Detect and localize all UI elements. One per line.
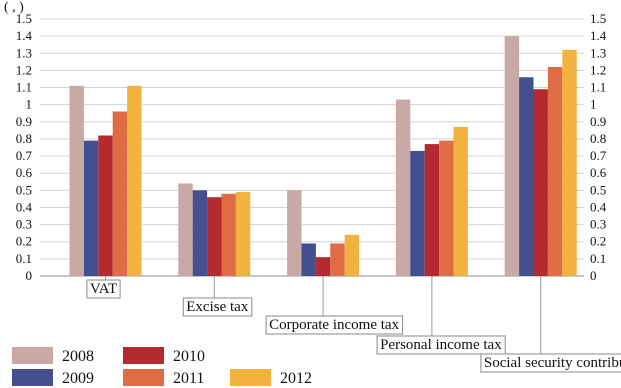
legend: 2008 2009 2010 2011 2012 bbox=[12, 347, 312, 387]
y-tick-label-right: 0.4 bbox=[590, 199, 607, 214]
bar bbox=[301, 243, 316, 276]
bar bbox=[562, 49, 577, 277]
y-tick-label-right: 1.5 bbox=[590, 11, 606, 26]
y-tick-label-left: 0.8 bbox=[16, 131, 32, 146]
category-label-box bbox=[86, 279, 121, 299]
bar bbox=[547, 66, 563, 277]
legend-label: 2010 bbox=[173, 348, 205, 365]
y-tick-label-left: 0.3 bbox=[16, 217, 32, 232]
bar bbox=[344, 234, 360, 276]
bar bbox=[504, 36, 520, 277]
y-tick-label-right: 1.2 bbox=[590, 62, 606, 77]
bar bbox=[192, 190, 208, 276]
y-tick-label-left: 0.5 bbox=[16, 182, 32, 197]
y-tick-label-left: 0.1 bbox=[16, 251, 32, 266]
category-label: Excise tax bbox=[186, 299, 249, 315]
bar bbox=[221, 193, 236, 276]
y-tick-label-left: 1.5 bbox=[16, 11, 32, 26]
legend-swatch bbox=[123, 369, 164, 386]
y-tick-label-right: 0.3 bbox=[590, 217, 606, 232]
category-label: Social security contributions bbox=[484, 355, 621, 371]
y-tick-label-right: 1 bbox=[590, 97, 597, 112]
bar bbox=[83, 140, 99, 276]
category-label-box bbox=[376, 335, 506, 355]
category-label-box bbox=[182, 297, 253, 317]
y-axis-left: 0 0.1 0.2 0.3 0.4 0.5 0.6 0.7 0.8 0.9 1 1.1 1.2 1.3 1.… bbox=[16, 11, 33, 283]
y-tick-label-right: 1.3 bbox=[590, 45, 606, 60]
y-tick-label-right: 0.9 bbox=[590, 114, 606, 129]
category-label: Personal income tax bbox=[380, 337, 502, 353]
y-tick-label-left: 1 bbox=[26, 97, 33, 112]
y-axis-right: 0 0.1 0.2 0.3 0.4 0.5 0.6 0.7 0.8 0.9 1 1.1 1.2 1.3 1.… bbox=[590, 11, 607, 283]
category-label: VAT bbox=[90, 281, 117, 297]
bar bbox=[439, 140, 454, 276]
bar bbox=[410, 150, 425, 276]
y-tick-label-right: 0 bbox=[590, 268, 597, 283]
y-tick-label-right: 1.1 bbox=[590, 80, 606, 95]
y-tick-label-right: 0.8 bbox=[590, 131, 606, 146]
legend-label: 2012 bbox=[280, 370, 312, 387]
bar bbox=[395, 99, 411, 276]
category-label-box bbox=[265, 315, 404, 335]
bar bbox=[207, 197, 222, 276]
bar bbox=[315, 257, 331, 276]
bar bbox=[235, 192, 251, 276]
y-tick-label-left: 0.9 bbox=[16, 114, 32, 129]
y-tick-label-left: 0.4 bbox=[16, 199, 33, 214]
bar bbox=[69, 85, 84, 276]
y-tick-label-right: 0.1 bbox=[590, 251, 606, 266]
category-label-box bbox=[480, 353, 621, 373]
y-tick-label-left: 0.7 bbox=[16, 148, 33, 163]
bar bbox=[330, 243, 345, 276]
bar bbox=[112, 111, 128, 277]
y-tick-label-right: 0.7 bbox=[590, 148, 607, 163]
legend-swatch bbox=[123, 347, 164, 364]
y-tick-label-left: 1.1 bbox=[16, 80, 32, 95]
bar bbox=[424, 144, 440, 276]
y-tick-label-right: 0.2 bbox=[590, 234, 606, 249]
legend-swatch bbox=[12, 369, 53, 386]
category-label: Corporate income tax bbox=[269, 317, 399, 333]
legend-swatch bbox=[230, 369, 271, 386]
bar bbox=[519, 77, 534, 277]
bar bbox=[98, 135, 113, 276]
y-tick-label-left: 1.3 bbox=[16, 45, 32, 60]
legend-label: 2011 bbox=[173, 370, 204, 387]
legend-label: 2009 bbox=[62, 370, 94, 387]
bar bbox=[533, 89, 548, 276]
bars bbox=[69, 36, 577, 277]
y-tick-label-left: 0 bbox=[26, 268, 33, 283]
y-tick-label-left: 1.4 bbox=[16, 28, 33, 43]
y-tick-label-left: 1.2 bbox=[16, 62, 32, 77]
bar bbox=[178, 183, 193, 276]
y-tick-label-left: 0.2 bbox=[16, 234, 32, 249]
category-labels: VAT Excise tax Corporate income tax Persona… bbox=[86, 279, 621, 373]
y-tick-label-left: 0.6 bbox=[16, 165, 33, 180]
bar bbox=[287, 190, 302, 276]
legend-label: 2008 bbox=[62, 348, 94, 365]
bar bbox=[453, 126, 468, 276]
y-tick-label-right: 0.6 bbox=[590, 165, 607, 180]
y-tick-label-right: 0.5 bbox=[590, 182, 606, 197]
y-tick-label-right: 1.4 bbox=[590, 28, 607, 43]
legend-swatch bbox=[12, 347, 53, 364]
bar bbox=[127, 85, 142, 276]
chart-top-fragment: ( , ) bbox=[4, 0, 24, 15]
